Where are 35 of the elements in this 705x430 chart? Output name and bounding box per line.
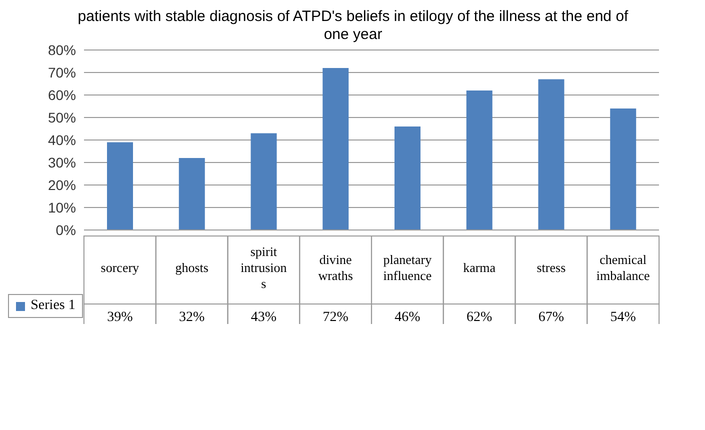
x-tick-label: stress — [536, 260, 566, 275]
y-tick-label: 40% — [48, 132, 76, 148]
x-tick-label: divine wraths — [318, 252, 353, 283]
bar — [178, 158, 205, 230]
data-label: 67% — [538, 310, 564, 325]
y-tick-label: 70% — [48, 64, 76, 80]
data-label: 39% — [107, 310, 134, 325]
bar — [538, 79, 564, 230]
y-tick-label: 80% — [48, 42, 76, 58]
x-tick-label: spirit intrusion s — [240, 244, 288, 291]
x-tick-label: sorcery — [100, 260, 140, 275]
bar — [250, 133, 277, 230]
x-tick-label: chemical imbalance — [596, 252, 650, 283]
bar — [466, 90, 492, 230]
x-tick-label: karma — [463, 260, 496, 275]
bar — [322, 68, 349, 230]
data-label: 62% — [466, 310, 492, 325]
x-tick-label: planetary influence — [383, 252, 432, 283]
data-label: 43% — [250, 310, 277, 325]
bar — [394, 126, 420, 230]
y-tick-label: 20% — [48, 176, 76, 193]
x-tick-label: ghosts — [175, 260, 208, 275]
y-tick-label: 30% — [48, 154, 76, 170]
legend-label: Series 1 — [8, 294, 83, 318]
y-tick-label: 0% — [56, 222, 76, 238]
bar — [610, 108, 636, 230]
chart-title: patients with stable diagnosis of ATPD's beliefs in etilogy of the illness at the end of one year — [78, 8, 628, 43]
y-tick-label: 60% — [48, 86, 76, 103]
data-label: 32% — [178, 310, 205, 325]
data-label: 46% — [394, 310, 421, 325]
y-tick-label: 10% — [48, 199, 76, 216]
data-label: 72% — [322, 310, 349, 325]
data-label: 54% — [610, 310, 636, 325]
bar — [107, 142, 133, 230]
y-tick-label: 50% — [48, 109, 76, 126]
